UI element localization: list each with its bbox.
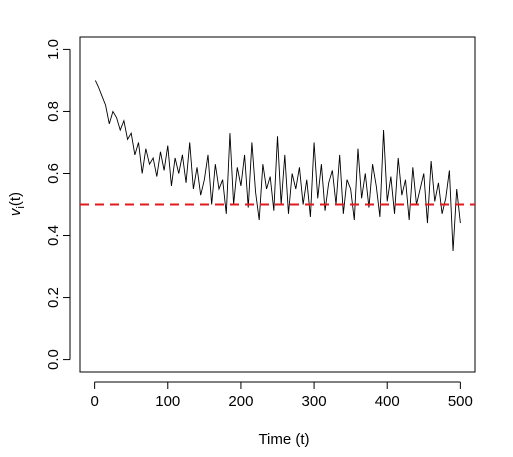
y-tick-label: 0.8 (45, 101, 62, 122)
x-tick-label: 0 (90, 393, 98, 410)
x-tick-label: 100 (155, 393, 180, 410)
y-axis-title-suffix: (t) (7, 192, 24, 206)
series-line (94, 80, 461, 252)
y-tick-label: 0.0 (45, 349, 62, 370)
y-axis-title-sub: i (15, 206, 27, 208)
y-tick-label: 0.6 (45, 163, 62, 184)
y-tick-label: 0.2 (45, 287, 62, 308)
x-axis: 0 100 200 300 400 500 (90, 381, 473, 410)
x-tick-label: 300 (302, 393, 327, 410)
x-tick-label: 200 (228, 393, 253, 410)
y-axis: 0.0 0.2 0.4 0.6 0.8 1.0 (45, 39, 71, 370)
y-axis-title-main: v (7, 207, 24, 216)
x-tick-label: 400 (375, 393, 400, 410)
x-tick-label: 500 (448, 393, 473, 410)
y-tick-label: 1.0 (45, 39, 62, 60)
x-axis-title: Time (t) (258, 431, 309, 448)
y-axis-title: vi(t) (7, 192, 27, 216)
y-tick-label: 0.4 (45, 225, 62, 246)
